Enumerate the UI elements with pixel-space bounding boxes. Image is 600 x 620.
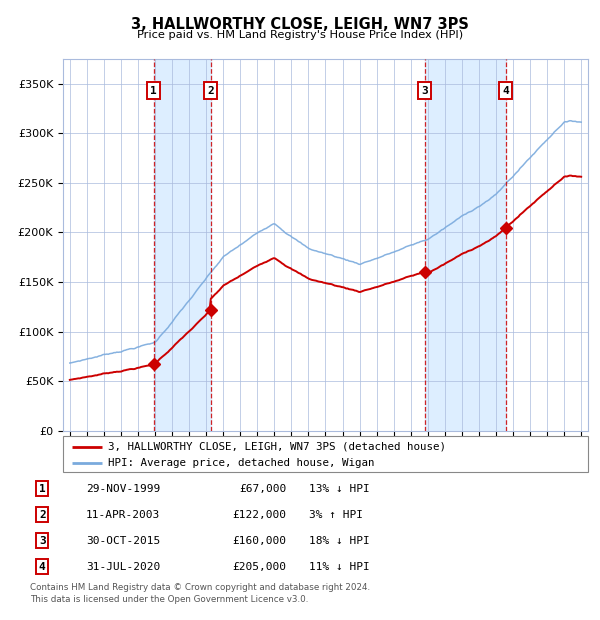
Text: 11% ↓ HPI: 11% ↓ HPI — [309, 562, 370, 572]
Text: 3: 3 — [39, 536, 46, 546]
Text: HPI: Average price, detached house, Wigan: HPI: Average price, detached house, Wiga… — [107, 458, 374, 469]
Text: Price paid vs. HM Land Registry's House Price Index (HPI): Price paid vs. HM Land Registry's House … — [137, 30, 463, 40]
Text: This data is licensed under the Open Government Licence v3.0.: This data is licensed under the Open Gov… — [30, 595, 308, 604]
Text: £160,000: £160,000 — [233, 536, 287, 546]
Text: 1: 1 — [39, 484, 46, 494]
Text: 30-OCT-2015: 30-OCT-2015 — [86, 536, 160, 546]
Text: 29-NOV-1999: 29-NOV-1999 — [86, 484, 160, 494]
Bar — [425, 59, 506, 431]
Text: 1: 1 — [150, 86, 157, 95]
Text: 18% ↓ HPI: 18% ↓ HPI — [309, 536, 370, 546]
Text: £205,000: £205,000 — [233, 562, 287, 572]
Text: Contains HM Land Registry data © Crown copyright and database right 2024.: Contains HM Land Registry data © Crown c… — [30, 583, 370, 592]
Text: 3: 3 — [421, 86, 428, 95]
Text: 4: 4 — [39, 562, 46, 572]
FancyBboxPatch shape — [63, 436, 588, 472]
Text: 13% ↓ HPI: 13% ↓ HPI — [309, 484, 370, 494]
Bar — [154, 59, 211, 431]
Text: 31-JUL-2020: 31-JUL-2020 — [86, 562, 160, 572]
Text: 3, HALLWORTHY CLOSE, LEIGH, WN7 3PS (detached house): 3, HALLWORTHY CLOSE, LEIGH, WN7 3PS (det… — [107, 441, 446, 451]
Text: 4: 4 — [502, 86, 509, 95]
Text: £67,000: £67,000 — [239, 484, 287, 494]
Text: 3% ↑ HPI: 3% ↑ HPI — [309, 510, 363, 520]
Text: 2: 2 — [39, 510, 46, 520]
Text: 11-APR-2003: 11-APR-2003 — [86, 510, 160, 520]
Text: 2: 2 — [208, 86, 214, 95]
Text: 3, HALLWORTHY CLOSE, LEIGH, WN7 3PS: 3, HALLWORTHY CLOSE, LEIGH, WN7 3PS — [131, 17, 469, 32]
Text: £122,000: £122,000 — [233, 510, 287, 520]
